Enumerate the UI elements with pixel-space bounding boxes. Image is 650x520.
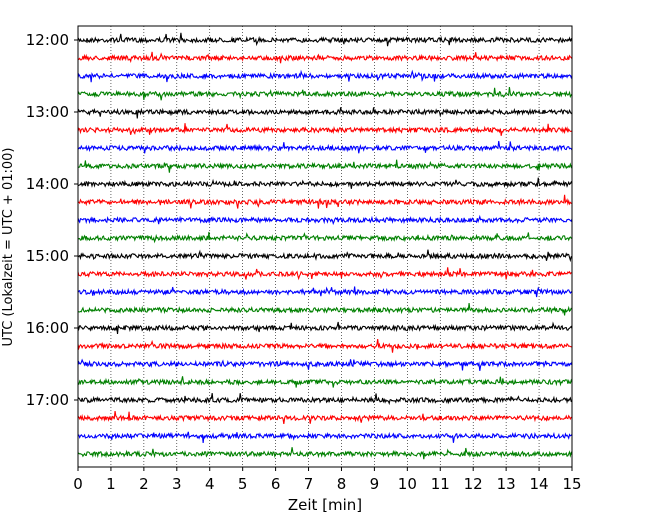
x-tick-label: 13	[497, 475, 516, 493]
x-axis-ticks: 0 1 2 3 4 5 6 7 8 9 10 11 12 13 14 15	[73, 467, 582, 493]
seismogram-trace	[77, 267, 573, 281]
y-axis-label: UTC (Lokalzeit = UTC + 01:00)	[1, 148, 16, 347]
seismogram-trace	[77, 321, 573, 335]
seismogram-trace	[77, 194, 573, 209]
x-tick-label: 9	[370, 475, 380, 493]
seismogram-trace	[77, 69, 573, 83]
seismogram-trace	[77, 177, 573, 189]
seismogram-trace	[77, 249, 573, 263]
seismogram-trace	[77, 410, 573, 425]
x-tick-label: 11	[431, 475, 450, 493]
x-tick-label: 14	[530, 475, 549, 493]
x-tick-label: 6	[271, 475, 281, 493]
seismogram-trace	[77, 214, 573, 226]
y-axis-ticks: 12:00 13:00 14:00 15:00 16:00 17:00	[26, 31, 78, 409]
plot-frame	[77, 25, 573, 468]
seismogram-traces	[77, 32, 573, 460]
seismogram-trace	[77, 376, 573, 388]
x-tick-label: 2	[139, 475, 149, 493]
seismogram-trace	[77, 231, 573, 244]
seismogram-trace	[77, 393, 573, 406]
y-tick-label: 12:00	[26, 31, 69, 49]
y-tick-label: 17:00	[26, 391, 69, 409]
x-tick-label: 5	[238, 475, 248, 493]
seismogram-trace	[77, 339, 573, 353]
x-tick-label: 12	[464, 475, 483, 493]
x-tick-label: 1	[106, 475, 116, 493]
seismogram-trace	[77, 32, 573, 47]
x-tick-label: 0	[73, 475, 83, 493]
seismogram-trace	[78, 431, 573, 444]
seismogram-trace	[77, 86, 573, 101]
x-tick-label: 4	[205, 475, 215, 493]
seismogram-trace	[77, 123, 573, 136]
y-tick-label: 14:00	[26, 175, 69, 193]
y-tick-label: 13:00	[26, 103, 69, 121]
x-tick-label: 7	[304, 475, 314, 493]
seismogram-trace	[77, 303, 573, 316]
x-tick-label: 3	[172, 475, 182, 493]
x-tick-label: 15	[562, 475, 581, 493]
y-tick-label: 16:00	[26, 319, 69, 337]
seismogram-trace	[77, 51, 573, 64]
seismogram-trace	[77, 286, 573, 298]
y-tick-label: 15:00	[26, 247, 69, 265]
seismogram-trace	[77, 140, 573, 154]
x-axis-label: Zeit [min]	[288, 496, 362, 514]
seismogram-trace	[77, 447, 573, 460]
seismogram-trace	[77, 358, 573, 371]
x-tick-label: 8	[337, 475, 347, 493]
x-tick-label: 10	[398, 475, 417, 493]
seismogram-trace	[77, 159, 573, 173]
seismogram-trace	[77, 107, 573, 119]
